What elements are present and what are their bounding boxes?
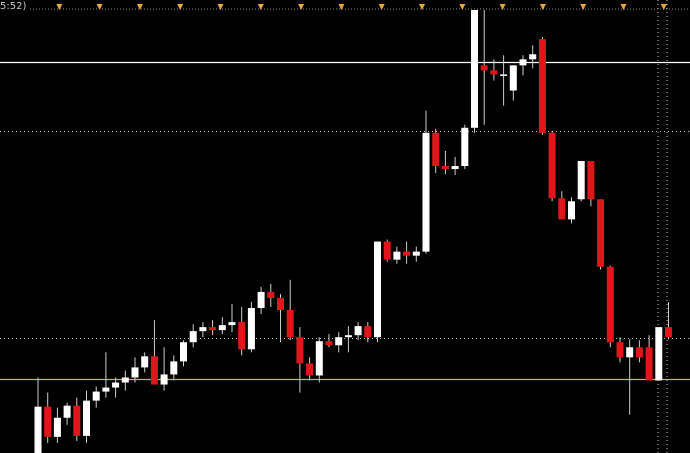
bear-candle-body [587, 161, 595, 200]
bear-candle-body [558, 198, 566, 220]
bear-candle-body [277, 297, 284, 311]
bull-candle-body [189, 331, 197, 343]
session-marker [338, 4, 345, 10]
bull-candle-body [34, 406, 42, 453]
bull-candle-body [509, 65, 517, 91]
bull-candle-body [461, 127, 469, 167]
bull-candle-body [131, 367, 139, 378]
bull-candle-body [112, 382, 120, 388]
bull-candle-body [247, 308, 255, 350]
session-marker [660, 4, 667, 10]
bull-candle-body [655, 327, 663, 381]
bull-candle-body [83, 400, 90, 436]
bull-candle-body [170, 361, 178, 375]
bear-candle-body [432, 132, 440, 167]
session-marker [96, 4, 103, 10]
session-marker [56, 4, 63, 10]
session-marker [136, 4, 143, 10]
bull-candle-body [102, 387, 110, 392]
bear-candle-body [441, 166, 449, 170]
bear-candle-body [209, 327, 217, 331]
bull-candle-body [199, 327, 207, 332]
bear-candle-body [150, 356, 158, 385]
session-marker [378, 4, 385, 10]
time-readout: 5:52) [0, 0, 29, 14]
bear-candle-body [325, 341, 333, 346]
bear-candle-body [548, 132, 556, 199]
bull-candle-body [451, 166, 459, 170]
bear-candle-body [306, 363, 314, 376]
bull-candle-body [412, 251, 420, 256]
session-marker [580, 4, 587, 10]
bear-candle-body [238, 322, 246, 350]
bull-candle-body [228, 322, 236, 326]
bull-candle-body [121, 377, 129, 383]
candles [34, 9, 672, 453]
bear-candle-body [383, 241, 391, 260]
session-marker [257, 4, 264, 10]
bear-candle-body [480, 65, 488, 71]
bear-candle-body [597, 199, 605, 267]
bear-candle-body [538, 39, 546, 133]
bear-candle-body [606, 266, 614, 343]
bear-candle-body [645, 347, 653, 381]
bull-candle-body [529, 54, 537, 60]
session-marker [298, 4, 305, 10]
bear-candle-body [635, 347, 643, 358]
session-marker [217, 4, 224, 10]
bull-candle-body [53, 417, 61, 437]
bull-candle-body [315, 341, 323, 376]
bear-candle-body [296, 337, 304, 364]
bull-candle-body [500, 74, 508, 76]
bear-candle-body [73, 405, 81, 436]
bear-candle-body [665, 327, 672, 338]
bull-candle-body [344, 335, 352, 338]
bull-candle-body [422, 132, 430, 252]
bull-candle-body [568, 201, 575, 220]
bull-candle-body [577, 161, 585, 200]
session-marker [499, 4, 506, 10]
bull-candle-body [471, 9, 478, 128]
bear-candle-body [267, 291, 275, 298]
bull-candle-body [141, 356, 149, 368]
horizontal-levels [0, 61, 690, 381]
bull-candle-body [180, 342, 187, 362]
session-marker [419, 4, 425, 10]
bull-candle-body [354, 326, 362, 336]
bull-candle-body [63, 405, 71, 418]
bear-candle-body [286, 310, 294, 338]
bull-candle-body [374, 241, 381, 338]
session-marker [539, 4, 546, 10]
session-marker [177, 4, 184, 10]
bear-candle-body [403, 251, 411, 256]
bull-candle-body [519, 59, 527, 66]
bull-candle-body [626, 347, 634, 358]
bull-candle-body [160, 374, 168, 385]
bear-candle-body [490, 70, 498, 75]
bear-candle-body [364, 326, 372, 338]
bear-candle-body [44, 406, 52, 437]
bull-candle-body [335, 337, 343, 346]
session-marker [459, 4, 466, 10]
bear-candle-body [616, 342, 624, 358]
bull-candle-body [92, 391, 100, 401]
session-markers [16, 4, 667, 10]
bull-candle-body [393, 251, 401, 260]
bull-candle-body [218, 325, 226, 331]
bull-candle-body [257, 291, 265, 309]
session-marker [620, 4, 627, 10]
